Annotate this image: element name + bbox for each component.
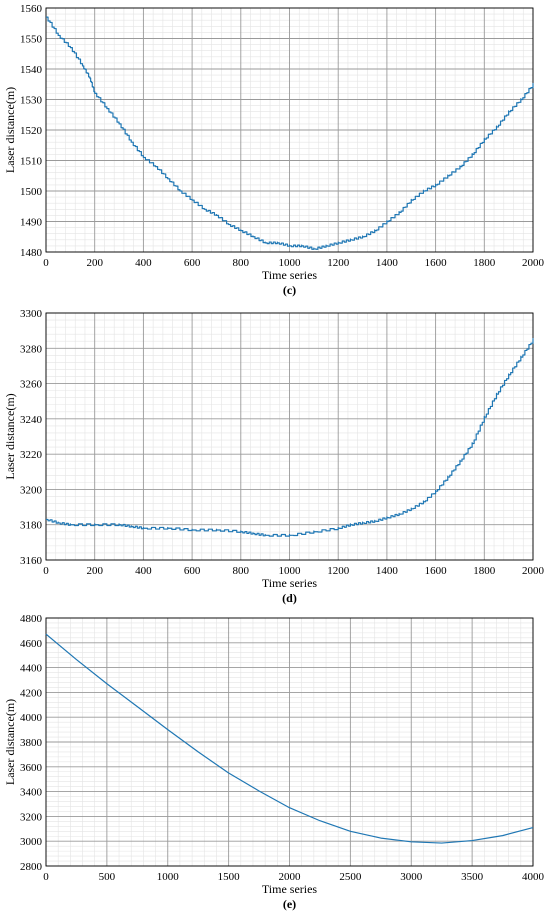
x-tick-label: 4000 [522, 871, 545, 883]
x-tick-label: 600 [184, 565, 201, 577]
x-tick-label: 0 [43, 565, 49, 577]
y-tick-label: 1510 [20, 156, 43, 168]
chart-panel-0: 0 200 400 600 800 1000 1200 1400 1600 1800 2000 148… [3, 3, 545, 297]
x-tick-label: 1000 [279, 257, 302, 269]
y-tick-label: 4200 [20, 687, 43, 699]
y-tick-label: 3180 [20, 520, 43, 532]
y-tick-label: 3260 [20, 379, 43, 391]
plot-frame [45, 7, 534, 253]
x-tick-label: 2500 [339, 871, 362, 883]
x-tick-label: 800 [233, 257, 250, 269]
x-tick-label: 1500 [218, 871, 241, 883]
x-tick-label: 1400 [376, 257, 399, 269]
x-tick-label: 1200 [327, 257, 350, 269]
x-tick-label: 600 [184, 257, 201, 269]
y-tick-label: 4400 [20, 663, 43, 675]
y-axis-label: Laser distance(m) [3, 393, 17, 479]
plot-frame [45, 312, 534, 561]
x-tick-label: 3000 [400, 871, 423, 883]
series-line [46, 16, 534, 250]
y-tick-label: 1520 [20, 125, 43, 137]
x-axis-label: Time series [262, 268, 318, 282]
series-line [46, 338, 534, 537]
y-axis-label: Laser distance(m) [3, 699, 17, 785]
y-tick-label: 1550 [20, 34, 43, 46]
x-tick-label: 1400 [376, 565, 399, 577]
x-tick-label: 500 [99, 871, 116, 883]
x-tick-label: 1000 [279, 565, 302, 577]
x-axis-label: Time series [262, 576, 318, 590]
x-tick-label: 1600 [425, 257, 448, 269]
x-tick-label: 3500 [461, 871, 484, 883]
y-tick-label: 3280 [20, 343, 43, 355]
y-tick-label: 3800 [20, 737, 43, 749]
y-tick-label: 1480 [20, 247, 43, 259]
plot-frame [45, 617, 534, 867]
y-tick-label: 1560 [20, 3, 43, 15]
x-tick-label: 1800 [473, 565, 496, 577]
y-tick-label: 3240 [20, 414, 43, 426]
chart-panel-2: 0 500 1000 1500 2000 2500 3000 3500 4000 2800 3000… [3, 613, 545, 911]
panel-label: (d) [282, 591, 297, 605]
y-tick-label: 4600 [20, 638, 43, 650]
x-tick-label: 2000 [522, 257, 545, 269]
x-tick-label: 0 [43, 871, 49, 883]
y-tick-label: 3220 [20, 449, 43, 461]
chart-panel-1: 0 200 400 600 800 1000 1200 1400 1600 1800 2000 316… [3, 308, 545, 605]
y-tick-label: 3200 [20, 484, 43, 496]
x-axis-label: Time series [262, 882, 318, 896]
y-tick-label: 3200 [20, 811, 43, 823]
x-tick-label: 400 [135, 257, 152, 269]
series-line [45, 633, 534, 844]
x-tick-label: 2000 [279, 871, 302, 883]
y-tick-label: 3160 [20, 555, 43, 567]
y-tick-label: 1490 [20, 217, 43, 229]
x-tick-label: 1800 [473, 257, 496, 269]
x-tick-label: 1200 [327, 565, 350, 577]
x-tick-label: 2000 [522, 565, 545, 577]
y-tick-label: 1540 [20, 64, 43, 76]
x-tick-label: 0 [43, 257, 49, 269]
y-tick-label: 3600 [20, 762, 43, 774]
y-tick-label: 1530 [20, 95, 43, 107]
y-tick-label: 4000 [20, 712, 43, 724]
x-tick-label: 1000 [157, 871, 180, 883]
y-tick-label: 3300 [20, 308, 43, 320]
y-tick-label: 1500 [20, 186, 43, 198]
y-tick-label: 3000 [20, 836, 43, 848]
y-tick-label: 4800 [20, 613, 43, 625]
x-tick-label: 200 [86, 565, 103, 577]
x-tick-label: 1600 [425, 565, 448, 577]
x-tick-label: 200 [86, 257, 103, 269]
y-axis-label: Laser distance(m) [3, 87, 17, 173]
x-tick-label: 800 [233, 565, 250, 577]
y-tick-label: 2800 [20, 861, 43, 873]
panel-label: (e) [283, 897, 296, 911]
y-tick-label: 3400 [20, 787, 43, 799]
panel-label: (c) [283, 283, 296, 297]
x-tick-label: 400 [135, 565, 152, 577]
